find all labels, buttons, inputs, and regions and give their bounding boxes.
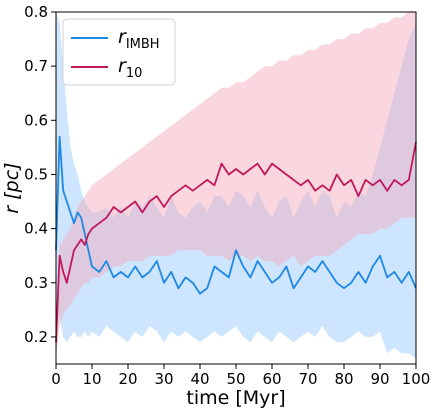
y-tick-label: 0.6 (24, 111, 48, 129)
series-line-r-imbh (55, 135, 417, 295)
y-tick-label: 0.7 (24, 57, 48, 75)
y-tick-label: 0.8 (24, 3, 48, 21)
x-tick-label: 60 (262, 370, 281, 388)
x-tick-label: 20 (118, 370, 137, 388)
y-tick-label: 0.4 (24, 220, 48, 238)
x-tick-label: 80 (334, 370, 353, 388)
series-line-r-10 (55, 141, 417, 343)
x-tick-label: 40 (190, 370, 209, 388)
y-axis-label: r [pc] (1, 162, 23, 213)
x-tick-label: 0 (51, 370, 61, 388)
band-r-10 (56, 12, 416, 359)
legend-label-r-imbh-main: r (118, 26, 127, 48)
legend-label-r-imbh: rIMBH (118, 26, 160, 52)
x-tick-label: 100 (402, 370, 431, 388)
legend: rIMBH r10 (62, 18, 176, 86)
x-tick-label: 90 (370, 370, 389, 388)
confidence-bands (56, 12, 416, 359)
legend-label-r-10-sub: 10 (126, 66, 143, 81)
y-tick-label: 0.5 (24, 165, 48, 183)
series-lines (55, 135, 417, 343)
x-tick-label: 70 (298, 370, 317, 388)
x-tick-label: 10 (82, 370, 101, 388)
x-axis-ticks: 0 10 20 30 40 50 60 70 80 90 100 (51, 364, 430, 388)
legend-label-r-10: r10 (118, 55, 142, 81)
y-tick-label: 0.2 (24, 328, 48, 346)
legend-label-r-imbh-sub: IMBH (126, 37, 160, 52)
y-axis-ticks: 0.2 0.3 0.4 0.5 0.6 0.7 0.8 (24, 3, 56, 346)
legend-box (62, 18, 176, 86)
legend-label-r-10-main: r (118, 55, 127, 77)
x-axis-label: time [Myr] (186, 387, 285, 408)
y-tick-label: 0.3 (24, 274, 48, 292)
x-tick-label: 50 (226, 370, 245, 388)
band-r-imbh (56, 12, 416, 359)
x-tick-label: 30 (154, 370, 173, 388)
